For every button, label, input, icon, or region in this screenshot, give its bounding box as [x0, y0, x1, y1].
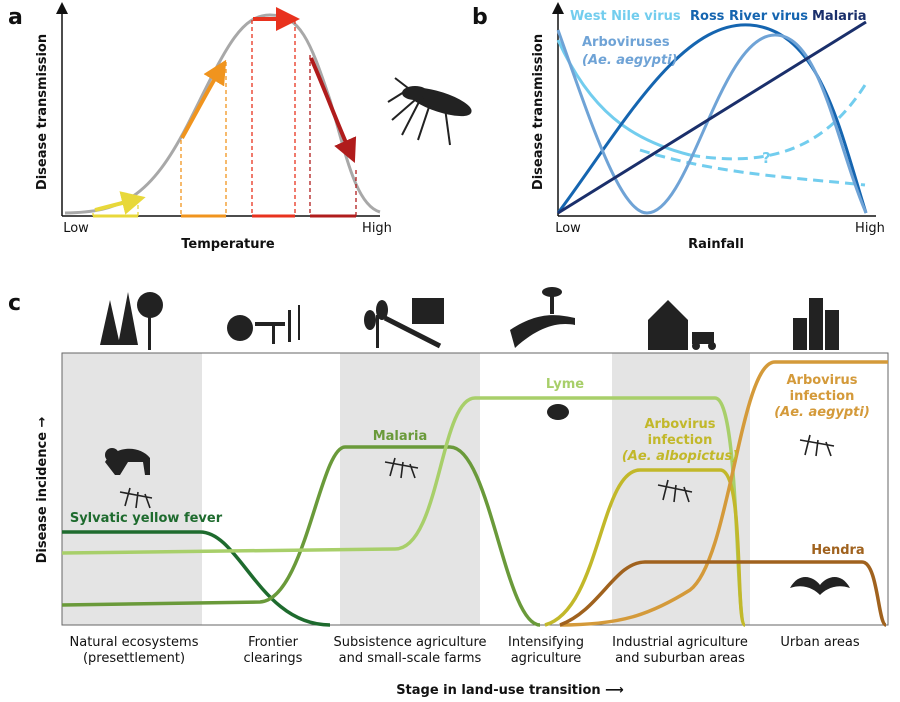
series-label: (Ae. aegypti)	[582, 53, 678, 68]
stage-icons	[100, 287, 850, 595]
curve-label: Arbovirus	[644, 417, 715, 432]
stage-label: clearings	[244, 651, 303, 666]
stage-label: and small-scale farms	[339, 651, 482, 666]
plot-frame	[61, 352, 889, 626]
stage-label: Urban areas	[780, 635, 859, 650]
series-label: Malaria	[812, 9, 867, 24]
stage-label: Frontier	[248, 635, 298, 650]
stage-label: Industrial agriculture	[612, 635, 748, 650]
y-axis-label: Disease transmission	[35, 34, 50, 190]
question-mark: ?	[762, 149, 771, 167]
stage-label: (presettlement)	[83, 651, 185, 666]
curve-label: (Ae. albopictus)	[622, 449, 738, 464]
x-low: Low	[63, 221, 89, 236]
x-high: High	[855, 221, 885, 236]
x-axis-label: Rainfall	[688, 237, 744, 252]
curves	[61, 360, 888, 627]
mosquito-icon	[387, 77, 472, 146]
stage-label: agriculture	[511, 651, 582, 666]
x-low: Low	[555, 221, 581, 236]
panel-label: c	[8, 291, 21, 316]
panel-label: a	[8, 5, 23, 30]
panel-b: b Disease transmission Low High Rainfall…	[472, 2, 885, 252]
y-axis-label: Disease transmission	[531, 34, 546, 190]
panel-c: c	[8, 287, 889, 698]
stage-label: and suburban areas	[615, 651, 745, 666]
curve-label: Sylvatic yellow fever	[70, 511, 223, 526]
curve-label: (Ae. aegypti)	[774, 405, 870, 420]
panel-label: b	[472, 5, 488, 30]
curve-label: Lyme	[546, 377, 584, 392]
curve-labels: Sylvatic yellow fever Malaria Lyme Arbov…	[70, 373, 870, 558]
curve-label: Hendra	[811, 543, 864, 558]
stage-label: Subsistence agriculture	[333, 635, 486, 650]
x-axis-label: Stage in land-use transition ⟶	[396, 683, 624, 698]
curve-label: Arbovirus	[786, 373, 857, 388]
guides	[92, 20, 357, 216]
x-high: High	[362, 221, 392, 236]
y-axis-label: Disease incidence →	[35, 416, 50, 563]
curve-label: infection	[648, 433, 713, 448]
stage-label: Intensifying	[508, 635, 584, 650]
series-label: West Nile virus	[570, 9, 681, 24]
x-axis-label: Temperature	[181, 237, 275, 252]
stage-labels: Natural ecosystems(presettlement) Frontie…	[70, 635, 860, 666]
curve-label: infection	[790, 389, 855, 404]
mosquito-icons	[119, 434, 835, 509]
curve-label: Malaria	[373, 429, 428, 444]
series-label: Arboviruses	[582, 35, 670, 50]
stage-label: Natural ecosystems	[70, 635, 199, 650]
series-label: Ross River virus	[690, 9, 808, 24]
panel-a: a Disease transmission Low High Temperat…	[8, 2, 472, 252]
